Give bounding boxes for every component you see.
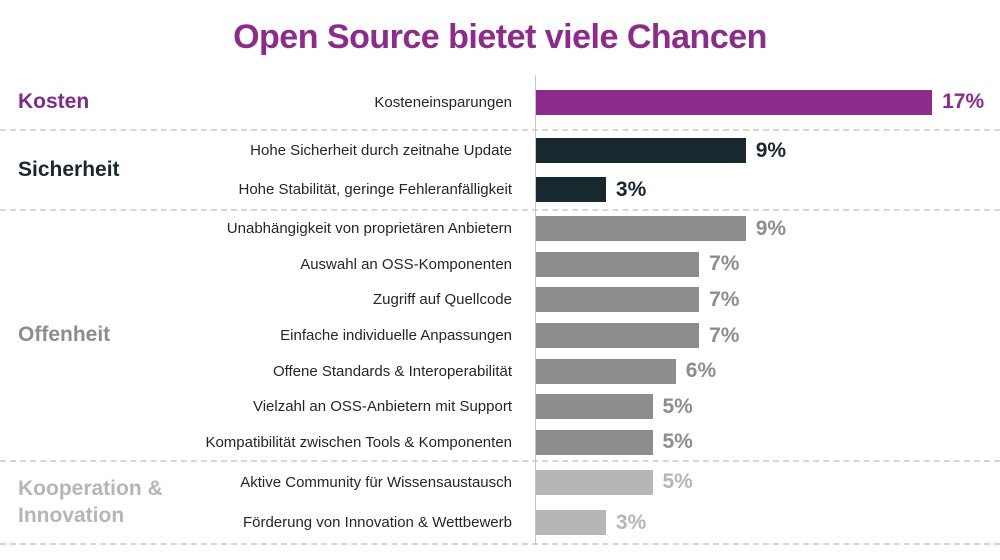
bar-row: Kompatibilität zwischen Tools & Komponen… — [200, 424, 1000, 460]
bar-zone: 9% — [536, 216, 1000, 242]
bar-label: Förderung von Innovation & Wettbewerb — [242, 514, 512, 532]
bar-row: Auswahl an OSS-Komponenten 7% — [200, 247, 1000, 283]
group-rows: Aktive Community für Wissensaustausch 5% F… — [200, 462, 1000, 543]
bar-label: Zugriff auf Quellcode — [373, 291, 512, 309]
bar-row: Offene Standards & Interoperabilität 6% — [200, 353, 1000, 389]
bar-label: Aktive Community für Wissensaustausch — [240, 473, 512, 491]
category-label-offenheit: Offenheit — [18, 323, 111, 347]
value-label: 5% — [662, 394, 693, 418]
value-label: 7% — [709, 323, 740, 347]
bar — [536, 216, 746, 242]
bar — [536, 89, 933, 115]
value-label: 3% — [615, 510, 647, 534]
group-kooperation-innovation: Kooperation & Innovation Aktive Community… — [0, 462, 1000, 545]
bar — [536, 429, 653, 455]
bar — [536, 177, 606, 202]
value-label: 9% — [755, 138, 787, 162]
bar-label: Auswahl an OSS-Komponenten — [300, 255, 512, 273]
bar-zone: 7% — [536, 287, 1000, 313]
category-label-sicherheit: Sicherheit — [18, 157, 120, 181]
group-rows: Unabhängigkeit von proprietären Anbieter… — [200, 211, 1000, 460]
bar-zone: 17% — [536, 89, 1000, 115]
bar-row: Förderung von Innovation & Wettbewerb 3% — [200, 503, 1000, 544]
bar — [536, 138, 746, 163]
bar-zone: 7% — [536, 251, 1000, 277]
group-sicherheit: Sicherheit Hohe Sicherheit durch zeitnahe… — [0, 131, 1000, 211]
bar-zone: 9% — [536, 138, 1000, 163]
bar-zone: 3% — [536, 177, 1000, 202]
category-label-kooperation-innovation: Kooperation & Innovation — [18, 477, 163, 527]
bar — [536, 251, 700, 277]
group-rows: Kosteneinsparungen 17% — [200, 75, 1000, 129]
bar-row: Zugriff auf Quellcode 7% — [200, 282, 1000, 318]
value-label: 7% — [709, 252, 740, 276]
bar-label: Einfache individuelle Anpassungen — [280, 327, 512, 345]
plot-area: Kosten Kosteneinsparungen 17% Sicherheit Hoh… — [0, 75, 1000, 545]
group-offenheit: Offenheit Unabhängigkeit von proprietären… — [0, 211, 1000, 462]
value-label: 5% — [662, 430, 693, 454]
axis-baseline — [535, 75, 536, 545]
chart-groups: Kosten Kosteneinsparungen 17% Sicherheit Hoh… — [0, 75, 1000, 545]
bar-zone: 6% — [536, 358, 1000, 384]
bar — [536, 287, 700, 313]
bar-zone: 5% — [536, 429, 1000, 455]
bar-row: Hohe Sicherheit durch zeitnahe Update 9% — [200, 131, 1000, 170]
value-label: 5% — [662, 470, 693, 494]
bar-zone: 3% — [536, 510, 1000, 536]
chart-title: Open Source bietet viele Chancen — [233, 18, 767, 56]
group-rows: Hohe Sicherheit durch zeitnahe Update 9% H… — [200, 131, 1000, 209]
value-label: 6% — [685, 359, 717, 383]
category-label-kosten: Kosten — [18, 89, 90, 113]
bar-label: Kosteneinsparungen — [374, 93, 512, 111]
bar-row: Hohe Stabilität, geringe Fehleranfälligk… — [200, 170, 1000, 209]
bar-label: Kompatibilität zwischen Tools & Komponen… — [205, 433, 512, 451]
value-label: 3% — [615, 177, 647, 201]
group-kosten: Kosten Kosteneinsparungen 17% — [0, 75, 1000, 131]
bar — [536, 358, 676, 384]
bar-label: Offene Standards & Interoperabilität — [272, 362, 512, 380]
value-label: 9% — [755, 216, 787, 240]
bar — [536, 510, 606, 536]
value-label: 7% — [709, 287, 740, 311]
bar-row: Einfache individuelle Anpassungen 7% — [200, 318, 1000, 354]
bar-row: Unabhängigkeit von proprietären Anbieter… — [200, 211, 1000, 247]
bar-zone: 7% — [536, 323, 1000, 349]
bar-row: Vielzahl an OSS-Anbietern mit Support 5% — [200, 389, 1000, 425]
value-label: 17% — [942, 90, 985, 113]
bar — [536, 394, 653, 420]
bar — [536, 323, 700, 349]
bar — [536, 469, 653, 495]
bar-label: Unabhängigkeit von proprietären Anbieter… — [226, 220, 512, 238]
bar-zone: 5% — [536, 394, 1000, 420]
bar-row: Kosteneinsparungen 17% — [200, 75, 1000, 129]
bar-row: Aktive Community für Wissensaustausch 5% — [200, 462, 1000, 503]
bar-zone: 5% — [536, 469, 1000, 495]
bar-label: Hohe Stabilität, geringe Fehleranfälligk… — [238, 181, 513, 198]
bar-label: Hohe Sicherheit durch zeitnahe Update — [250, 142, 512, 159]
bar-label: Vielzahl an OSS-Anbietern mit Support — [252, 398, 512, 416]
